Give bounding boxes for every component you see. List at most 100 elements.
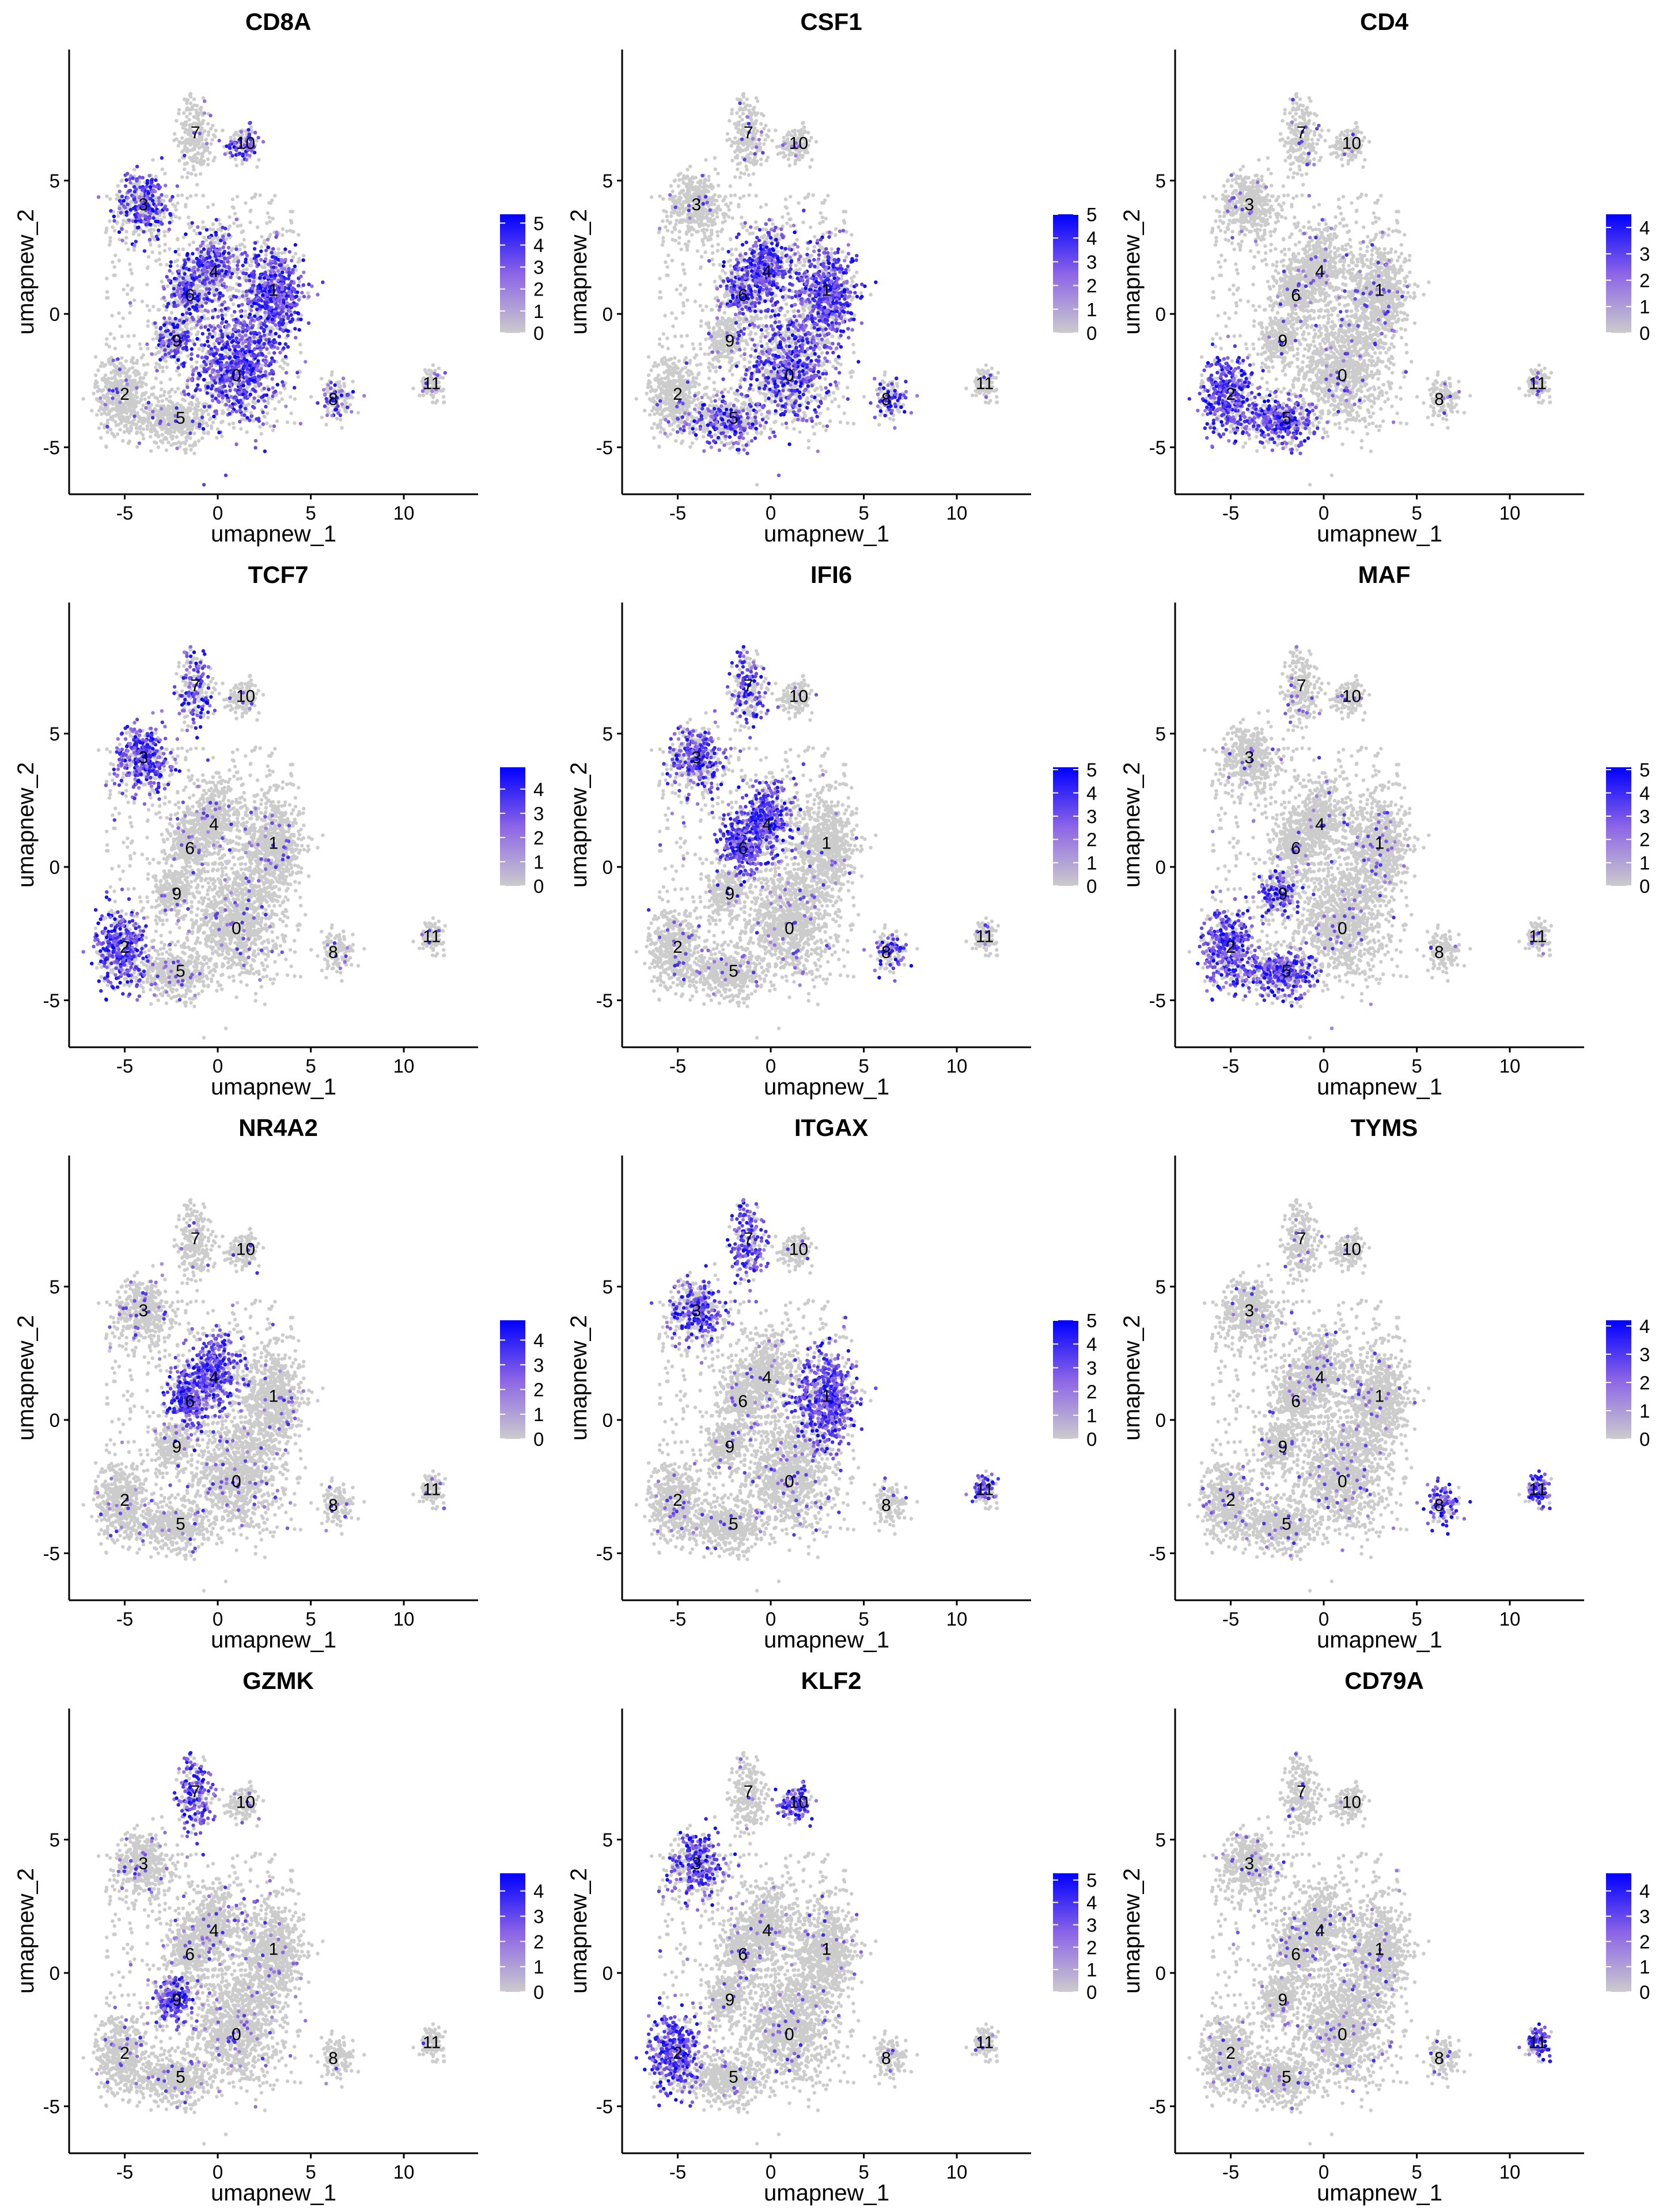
cell-point <box>249 414 253 418</box>
cell-point <box>267 396 271 400</box>
cell-point <box>345 393 350 397</box>
cell-point <box>191 395 195 399</box>
cell-point <box>206 316 210 321</box>
cell-point <box>155 403 159 408</box>
cell-point <box>211 222 215 226</box>
cell-point <box>214 409 218 413</box>
cell-point <box>135 361 139 365</box>
cell-point <box>211 421 215 425</box>
cell-point <box>239 427 243 431</box>
cell-points <box>634 92 1000 487</box>
cell-point <box>160 355 165 359</box>
cell-point <box>154 185 158 189</box>
cell-point <box>344 410 349 414</box>
cell-point <box>284 370 289 375</box>
cell-point <box>281 259 285 263</box>
cell-point <box>226 227 230 231</box>
cell-point <box>213 345 217 350</box>
cell-point <box>152 228 156 232</box>
cell-point <box>226 260 230 264</box>
cell-point <box>187 257 191 262</box>
x-tick-label: 0 <box>213 502 223 524</box>
cell-point <box>443 371 447 375</box>
cell-point <box>249 316 253 320</box>
cell-point <box>200 241 204 245</box>
cell-point <box>329 380 333 385</box>
cell-point <box>239 130 244 134</box>
cell-point <box>282 292 286 296</box>
cell-point <box>112 265 116 269</box>
cell-point <box>224 320 228 324</box>
cell-point <box>230 332 235 337</box>
cell-point <box>270 377 274 381</box>
cell-point <box>234 295 238 299</box>
cell-point <box>285 301 289 305</box>
cell-point <box>117 230 122 234</box>
cell-point <box>211 244 216 248</box>
cell-point <box>156 445 160 449</box>
cell-point <box>257 283 262 287</box>
cell-point <box>195 116 199 120</box>
cell-point <box>155 396 160 400</box>
cell-point <box>130 392 134 397</box>
cell-point <box>224 226 228 230</box>
cell-point <box>321 388 326 392</box>
cell-point <box>124 378 128 382</box>
cell-point <box>175 446 179 450</box>
cell-point <box>221 128 225 132</box>
cell-point <box>256 359 260 363</box>
cell-point <box>226 407 230 412</box>
cell-point <box>202 149 207 153</box>
cell-point <box>176 366 180 370</box>
cell-point <box>225 374 229 378</box>
cell-point <box>96 368 100 372</box>
cell-point <box>265 347 269 351</box>
cluster-label: 4 <box>209 262 219 281</box>
cell-point <box>183 441 187 446</box>
cell-point <box>280 286 285 290</box>
cell-point <box>165 365 169 369</box>
cell-point <box>252 363 256 367</box>
cell-point <box>211 158 215 162</box>
cell-point <box>120 227 124 231</box>
cell-point <box>196 111 200 115</box>
cell-point <box>220 399 224 404</box>
cell-point <box>252 406 256 410</box>
cell-point <box>168 264 173 268</box>
cell-point <box>177 111 181 116</box>
cell-point <box>104 378 108 382</box>
cell-point <box>270 255 274 259</box>
cell-point <box>150 194 155 198</box>
cell-point <box>238 404 243 408</box>
cell-point <box>238 338 242 342</box>
cell-point <box>107 243 112 247</box>
cell-point <box>107 388 112 392</box>
legend-label: 0 <box>533 323 544 344</box>
cell-point <box>128 262 132 266</box>
cell-point <box>281 366 285 370</box>
cell-point <box>111 418 115 422</box>
cell-point <box>276 304 280 308</box>
cell-point <box>118 373 122 377</box>
cell-point <box>189 327 194 331</box>
cell-point <box>202 431 206 435</box>
cell-point <box>188 108 192 112</box>
feature-panel-cd8a: CD8A 0 1 2 3 4 5 6 7 8 9 10 11 -5 0 5 10 -5 0 5 umapnew_1 uma… <box>0 0 553 553</box>
cell-point <box>126 334 130 338</box>
cell-point <box>176 387 180 391</box>
cell-point <box>255 139 259 143</box>
cell-point <box>240 347 244 352</box>
cell-point <box>132 248 137 252</box>
cell-point <box>222 251 226 255</box>
cell-point <box>185 411 190 415</box>
cell-point <box>281 358 285 362</box>
cell-point <box>124 411 129 415</box>
cell-point <box>162 249 167 253</box>
cell-point <box>144 406 148 410</box>
cell-point <box>130 359 134 364</box>
cell-point <box>111 260 115 264</box>
x-tick-label: -5 <box>116 502 133 524</box>
cell-point <box>285 229 289 233</box>
cell-point <box>206 412 211 416</box>
